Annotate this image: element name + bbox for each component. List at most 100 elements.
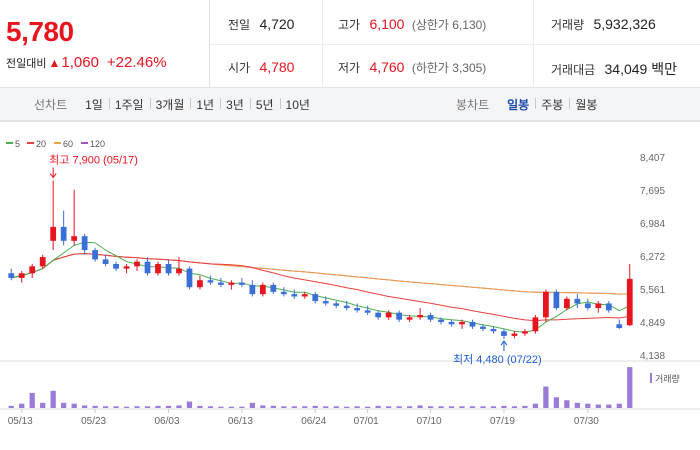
period-3y-button[interactable]: 3년 [220, 96, 250, 113]
volume-bar [19, 403, 25, 408]
period-5y-button[interactable]: 5년 [249, 96, 280, 113]
low-stat: 저가 4,760 (하한가 3,305) [338, 59, 486, 76]
prev-close-label: 전일 [228, 18, 251, 32]
legend-label: 5 [15, 139, 20, 149]
prev-close-stat: 전일 4,720 [228, 16, 294, 33]
open-label: 시가 [228, 61, 251, 75]
volume-bar [375, 405, 381, 408]
candle-body [427, 315, 434, 320]
volume-bar [365, 406, 371, 408]
legend-swatch [6, 142, 13, 144]
candle-body [490, 328, 497, 332]
period-10y-button[interactable]: 10년 [279, 96, 316, 113]
chart-grid [0, 121, 700, 410]
candle-body [144, 261, 151, 274]
volume-legend-swatch [650, 373, 652, 383]
x-axis-labels: 05/13 05/23 06/03 06/13 06/24 07/01 07/10 07/19… [8, 409, 599, 427]
candle-body [186, 268, 193, 288]
candle-body [218, 282, 224, 285]
volume-bar [406, 406, 413, 408]
stock-chart[interactable]: 5 20 60 120 8,407 7,695 6,984 6,272 5,561 4,849 4… [0, 121, 700, 450]
x-tick-label: 07/30 [574, 416, 599, 427]
volume-bar [207, 406, 214, 408]
candle-body [18, 273, 25, 278]
candle-body [605, 303, 612, 311]
candle-body [207, 280, 214, 283]
volume-bar [459, 406, 465, 408]
candle-body [406, 317, 413, 320]
high-stat: 고가 6,100 (상한가 6,130) [338, 16, 486, 33]
line-chart-label: 선차트 [34, 98, 68, 112]
candle-body [102, 259, 109, 265]
volume-bar [532, 403, 539, 408]
period-3m-button[interactable]: 3개월 [149, 96, 191, 113]
volume-bar [417, 405, 423, 408]
volume-bar [144, 406, 151, 408]
monthly-candle-button[interactable]: 월봉 [569, 96, 603, 113]
y-tick-label: 7,695 [640, 186, 665, 197]
x-tick-label: 06/24 [301, 416, 326, 427]
volume-bar [386, 406, 392, 408]
volume-bar [40, 402, 46, 408]
candle-body [553, 291, 560, 309]
volume-bar [218, 406, 224, 408]
line-chart-periods: 선차트 1일 1주일 3개월 1년 3년 5년 10년 [34, 88, 316, 121]
volume-bar [123, 406, 130, 408]
low-arrowhead [500, 340, 508, 346]
candle-body [113, 264, 119, 269]
volume-bar [469, 406, 476, 408]
amount-value: 34,049 백만 [604, 61, 677, 77]
candle-body [522, 331, 528, 334]
volume-label: 거래량 [551, 18, 585, 32]
volume-bar [155, 405, 161, 408]
y-tick-label: 6,272 [640, 252, 665, 263]
low-annotation: 최저 4,480 (07/22) [453, 353, 542, 366]
lower-limit: (하한가 3,305) [411, 61, 487, 75]
x-tick-label: 06/13 [228, 416, 253, 427]
candle-chart-periods: 봉차트 일봉 주봉 월봉 [456, 88, 603, 121]
volume-bar [333, 406, 339, 408]
candle-body [8, 273, 15, 278]
chart-annotations: 최고 7,900 (05/17) 최저 4,480 (07/22) [49, 154, 542, 367]
legend-swatch [27, 142, 34, 144]
weekly-candle-button[interactable]: 주봉 [535, 96, 569, 113]
chart-toolbar: 선차트 1일 1주일 3개월 1년 3년 5년 10년 봉차트 일봉 주봉 월봉 [0, 88, 700, 121]
candle-body [385, 312, 392, 318]
volume-bar [281, 406, 287, 408]
y-tick-label: 6,984 [640, 219, 665, 230]
open-stat: 시가 4,780 [228, 59, 294, 76]
legend-label: 20 [36, 139, 46, 149]
volume-bar [511, 406, 518, 408]
volume-bar [585, 403, 591, 408]
volume-bar [396, 406, 402, 408]
stock-summary-panel: 5,780 전일대비 ▲ 1,060 +22.46% 전일 4,720 시가 4… [0, 0, 700, 88]
legend-swatch [54, 142, 61, 144]
volume-bar [291, 406, 297, 408]
period-1y-button[interactable]: 1년 [190, 96, 220, 113]
low-value: 4,760 [369, 59, 405, 75]
change-label: 전일대비 [6, 57, 47, 70]
volume-bar [197, 405, 203, 408]
y-axis-labels: 8,407 7,695 6,984 6,272 5,561 4,849 4,138 [640, 153, 665, 362]
ma20-line [11, 253, 630, 322]
candle-body [448, 321, 455, 325]
high-annotation: 최고 7,900 (05/17) [49, 154, 138, 167]
x-tick-label: 07/19 [490, 416, 515, 427]
volume-value: 5,932,326 [593, 16, 656, 32]
candlestick-chart-svg[interactable]: 5 20 60 120 8,407 7,695 6,984 6,272 5,561 4,849 4… [0, 121, 700, 450]
daily-candle-button[interactable]: 일봉 [507, 98, 530, 112]
volume-bar [113, 406, 119, 408]
volume-bar [553, 397, 559, 408]
volume-bar [501, 405, 507, 408]
volume-bar [102, 406, 109, 408]
period-1d-button[interactable]: 1일 [85, 98, 103, 112]
candle-body [616, 324, 623, 329]
candle-body [92, 250, 98, 260]
volume-bar [480, 406, 486, 408]
candle-body [417, 315, 423, 318]
volume-bar [249, 402, 255, 408]
volume-bar [344, 406, 350, 408]
candle-body [71, 236, 78, 241]
volume-bar [616, 403, 622, 408]
period-1w-button[interactable]: 1주일 [108, 96, 150, 113]
